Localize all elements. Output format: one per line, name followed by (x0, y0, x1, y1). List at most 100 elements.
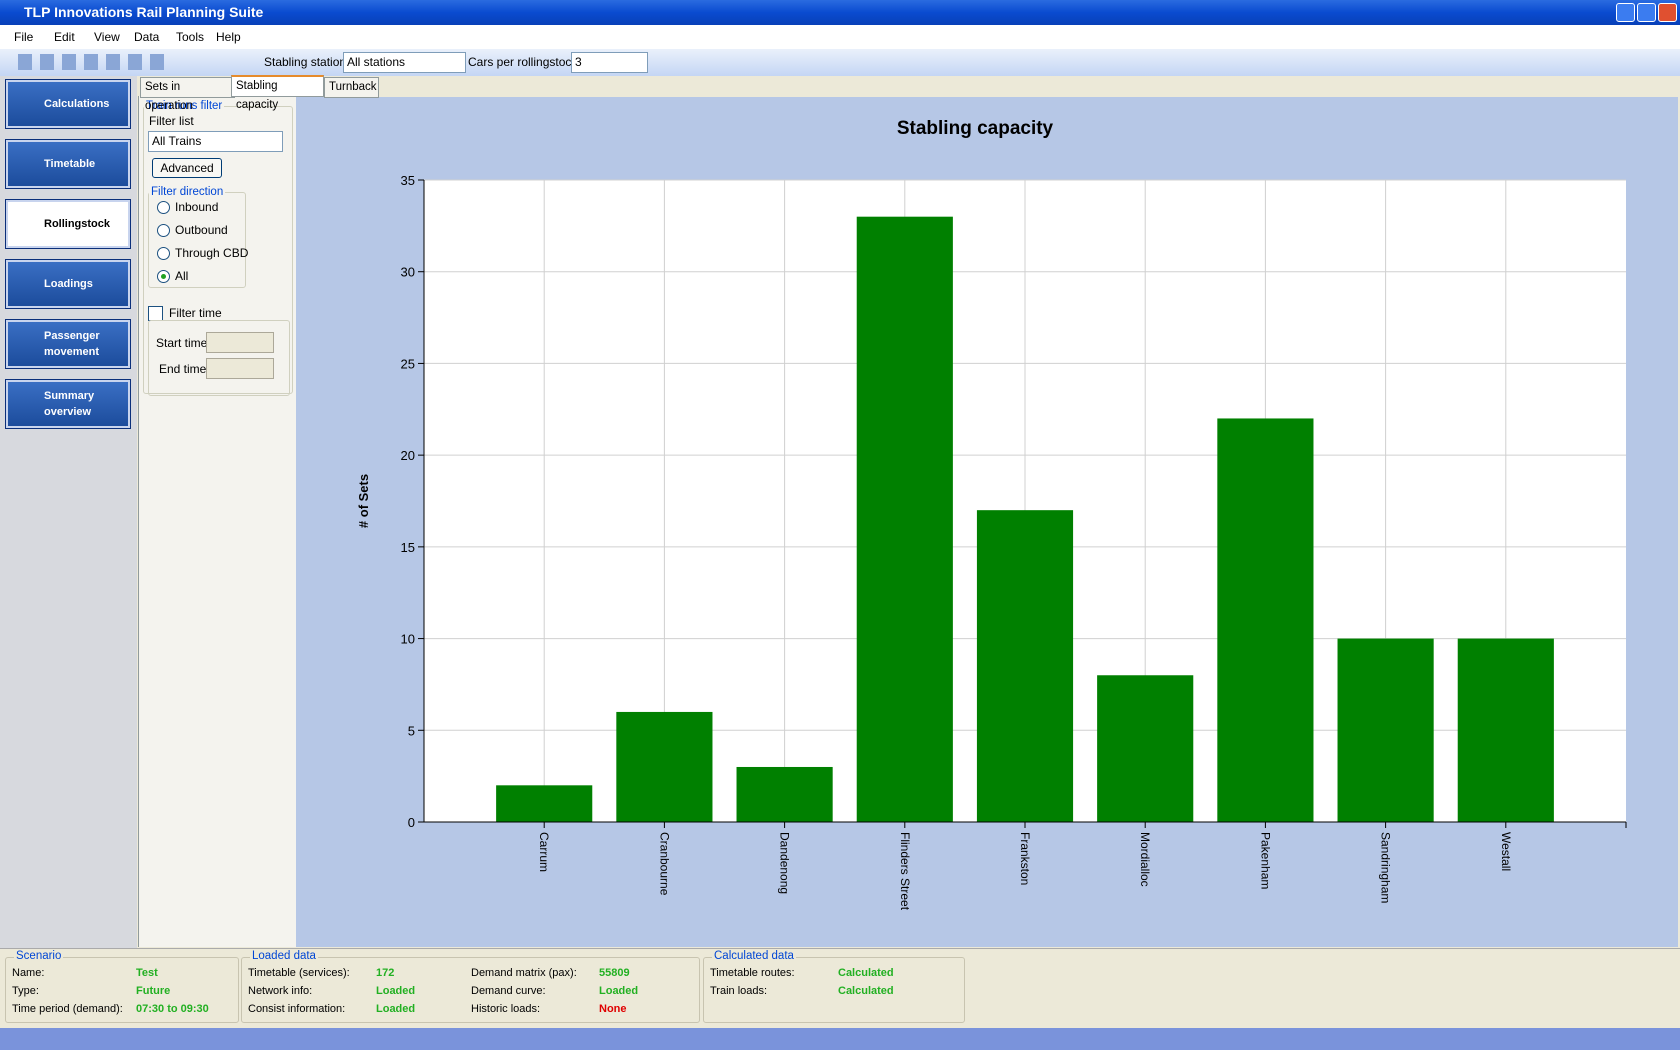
tab[interactable]: Stabling capacity (231, 75, 324, 111)
bar (496, 785, 593, 822)
menu-item[interactable]: File (14, 30, 34, 44)
filter-time-label: Filter time (169, 306, 222, 320)
menu-item[interactable]: Tools (176, 30, 205, 44)
cars-label: Cars per rollingstock (468, 55, 578, 69)
tab[interactable]: Sets in operation (140, 77, 235, 112)
x-tick-label: Mordialloc (1138, 832, 1152, 887)
navigation: Calculations Timetable Rollingstock Loading… (0, 76, 137, 948)
menu-item[interactable]: Data (134, 30, 160, 44)
status-group: Scenario Name: Test Type: Future Time period … (5, 950, 239, 1023)
x-tick-label: Frankston (1018, 832, 1032, 885)
status-value: None (599, 1003, 627, 1015)
y-axis-title: # of Sets (356, 474, 371, 528)
menu-item[interactable]: Help (216, 30, 241, 44)
filter-list-label: Filter list (149, 114, 194, 128)
y-tick-label: 30 (401, 265, 415, 280)
status-label: Consist information: (248, 1003, 346, 1015)
nav-button[interactable]: Summary overview (5, 379, 131, 429)
radio-label: All (175, 269, 189, 283)
train-filter-group: Train runs filter (143, 100, 293, 394)
radio[interactable] (157, 270, 170, 283)
tab[interactable]: Turnback (324, 77, 379, 98)
status-label: Historic loads: (471, 1003, 541, 1015)
status-label: Network info: (248, 985, 313, 997)
chart-title: Stabling capacity (897, 118, 1054, 139)
status-value: Loaded (376, 985, 416, 997)
status-value: Calculated (838, 967, 894, 979)
status-bar: Scenario Name: Test Type: Future Time period … (0, 948, 1680, 1029)
y-tick-label: 25 (401, 356, 415, 371)
status-label: Type: (12, 985, 39, 997)
y-tick-label: 10 (401, 632, 415, 647)
nav-button[interactable]: Loadings (5, 259, 131, 309)
direction-group: Filter direction (148, 186, 246, 288)
x-tick-label: Sandringham (1379, 832, 1393, 903)
status-group: Calculated data Timetable routes: Calculat… (703, 950, 965, 1023)
filter-panel: Train runs filter Filter list All Trains… (138, 96, 297, 947)
toolbar: Stabling station All stations Cars per r… (0, 49, 1680, 76)
bar (1097, 675, 1194, 822)
nav-button[interactable]: Timetable (5, 139, 131, 189)
stabling-combo[interactable]: All stations (343, 52, 466, 73)
y-tick-label: 35 (401, 173, 415, 188)
status-value: Test (136, 967, 158, 979)
status-value: Loaded (599, 985, 639, 997)
window-title: TLP Innovations Rail Planning Suite (24, 4, 264, 20)
time-group (148, 320, 290, 396)
radio-label: Through CBD (175, 246, 249, 260)
radio-label: Inbound (175, 200, 219, 214)
x-tick-label: Carrum (537, 832, 551, 872)
x-tick-label: Cranbourne (657, 832, 671, 896)
status-label: Demand curve: (471, 985, 546, 997)
status-value: Calculated (838, 985, 894, 997)
y-tick-label: 0 (408, 815, 415, 830)
group-title: Filter direction (151, 186, 224, 198)
status-title: Loaded data (250, 950, 318, 962)
toolbar-icons[interactable] (18, 54, 168, 70)
radio[interactable] (157, 201, 170, 214)
status-label: Timetable (services): (248, 967, 350, 979)
bar (1337, 638, 1434, 822)
bar (1217, 418, 1314, 822)
status-label: Timetable routes: (710, 967, 795, 979)
bar (616, 711, 713, 822)
bar (736, 766, 833, 822)
x-tick-label: Flinders Street (898, 832, 912, 911)
nav-button[interactable]: Passenger movement (5, 319, 131, 369)
stabling-label: Stabling station (264, 55, 347, 69)
menu-item[interactable]: View (94, 30, 120, 44)
end-input[interactable] (206, 358, 274, 379)
checkbox[interactable] (148, 306, 163, 321)
y-tick-label: 15 (401, 540, 415, 555)
status-group: Loaded data Timetable (services): 172 Netwo… (241, 950, 700, 1023)
filter-list-combo[interactable]: All Trains (148, 131, 283, 152)
status-title: Calculated data (712, 950, 796, 962)
status-value: 172 (376, 967, 395, 979)
chart: Stabling capacity # of Sets 0 5 10 15 20 25 30 35… (356, 118, 1627, 911)
nav-button[interactable]: Rollingstock (5, 199, 131, 249)
radio[interactable] (157, 224, 170, 237)
status-label: Demand matrix (pax): (471, 967, 577, 979)
menu-bar: File Edit View Data Tools Help (0, 25, 1680, 49)
menu-item[interactable]: Edit (54, 30, 75, 44)
cars-combo[interactable]: 3 (571, 52, 648, 73)
y-tick-label: 20 (401, 448, 415, 463)
nav-button[interactable]: Calculations (5, 79, 131, 129)
window-controls[interactable] (1616, 3, 1677, 22)
radio-label: Outbound (175, 223, 228, 237)
status-value: 07:30 to 09:30 (136, 1003, 209, 1015)
x-tick-label: Dandenong (778, 832, 792, 894)
status-value: Loaded (376, 1003, 416, 1015)
start-input[interactable] (206, 332, 274, 353)
chart-area: Stabling capacity # of Sets 0 5 10 15 20 25 30 35… (296, 97, 1678, 947)
x-tick-label: Westall (1499, 832, 1513, 871)
taskbar-strip (0, 1028, 1680, 1050)
end-label: End time (159, 362, 207, 376)
status-value: Future (136, 985, 171, 997)
advanced-button[interactable]: Advanced (152, 158, 222, 178)
x-tick-label: Pakenham (1258, 832, 1272, 889)
radio[interactable] (157, 247, 170, 260)
title-bar: TLP Innovations Rail Planning Suite (0, 0, 1680, 25)
start-label: Start time (156, 336, 208, 350)
